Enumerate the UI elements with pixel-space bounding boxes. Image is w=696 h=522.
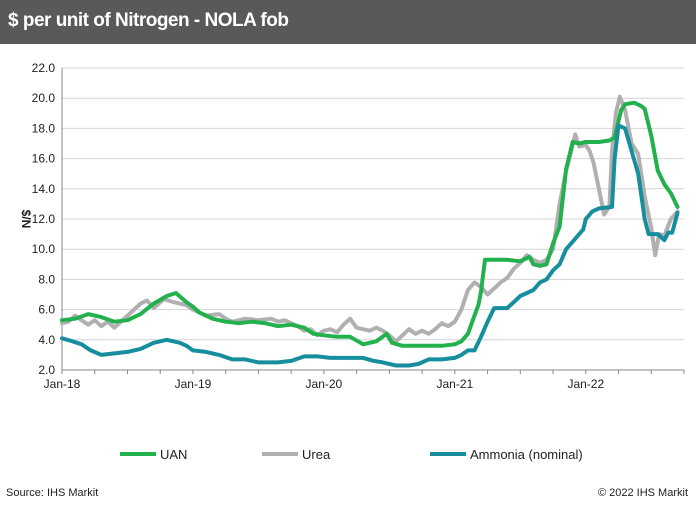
legend-label: Ammonia (nominal) <box>470 447 583 462</box>
grid-layer <box>62 67 684 341</box>
y-axis-label: $/N <box>19 210 33 229</box>
legend-label: Urea <box>302 447 331 462</box>
y-tick-label: 18.0 <box>32 121 56 135</box>
x-tick-label: Jan-22 <box>567 377 604 391</box>
page-title: $ per unit of Nitrogen - NOLA fob <box>8 10 289 31</box>
series-line-uan <box>60 100 680 348</box>
series-layer <box>60 94 680 368</box>
y-tick-label: 16.0 <box>32 152 56 166</box>
y-tick-label: 14.0 <box>32 182 56 196</box>
title-bar: $ per unit of Nitrogen - NOLA fob <box>0 0 696 44</box>
series-line-urea <box>60 94 680 344</box>
y-tick-label: 2.0 <box>38 363 55 377</box>
source-note: Source: IHS Markit <box>6 487 99 499</box>
x-tick-label: Jan-20 <box>306 377 343 391</box>
copyright-note: © 2022 IHS Markit <box>597 487 688 499</box>
legend-label: UAN <box>160 447 187 462</box>
y-tick-label: 6.0 <box>38 303 55 317</box>
series-line-ammonia-nominal <box>60 123 680 368</box>
y-tick-label: 8.0 <box>38 272 55 286</box>
y-tick-label: 4.0 <box>38 333 55 347</box>
y-tick-label: 20.0 <box>32 91 56 105</box>
x-tick-label: Jan-19 <box>175 377 212 391</box>
y-tick-label: 12.0 <box>32 212 56 226</box>
axis-layer: 2.0 4.0 6.0 8.0 10.0 12.0 14.0 16.0 18.0 20.0 22.0… <box>19 61 685 391</box>
x-tick-label: Jan-21 <box>436 377 473 391</box>
line-chart: 2.0 4.0 6.0 8.0 10.0 12.0 14.0 16.0 18.0 20.0 22.0… <box>19 61 685 462</box>
x-tick-label: Jan-18 <box>44 377 81 391</box>
legend: UAN Urea Ammonia (nominal) <box>120 447 583 462</box>
y-tick-label: 10.0 <box>32 242 56 256</box>
y-tick-label: 22.0 <box>32 61 56 75</box>
